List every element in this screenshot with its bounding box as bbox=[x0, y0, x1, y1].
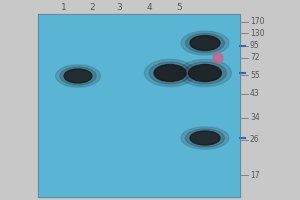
Text: 43: 43 bbox=[250, 90, 260, 98]
Text: 26: 26 bbox=[250, 136, 260, 144]
Ellipse shape bbox=[185, 129, 224, 147]
Ellipse shape bbox=[64, 69, 92, 83]
Ellipse shape bbox=[56, 65, 100, 87]
Ellipse shape bbox=[213, 53, 223, 63]
Ellipse shape bbox=[178, 59, 231, 87]
Text: 17: 17 bbox=[250, 170, 260, 180]
Text: 72: 72 bbox=[250, 53, 260, 62]
Text: 4: 4 bbox=[146, 3, 152, 12]
Ellipse shape bbox=[144, 59, 196, 87]
Bar bbox=[38, 14, 240, 197]
Ellipse shape bbox=[190, 131, 220, 145]
Text: 3: 3 bbox=[116, 3, 122, 12]
Text: 1: 1 bbox=[61, 3, 67, 12]
Ellipse shape bbox=[60, 67, 96, 85]
Ellipse shape bbox=[185, 33, 224, 53]
Text: 95: 95 bbox=[250, 42, 260, 50]
Ellipse shape bbox=[149, 62, 191, 84]
Ellipse shape bbox=[184, 62, 226, 84]
Bar bbox=[38, 14, 240, 197]
Text: 5: 5 bbox=[176, 3, 182, 12]
Ellipse shape bbox=[181, 31, 229, 55]
Text: 2: 2 bbox=[90, 3, 95, 12]
Ellipse shape bbox=[190, 36, 220, 50]
Ellipse shape bbox=[154, 64, 186, 82]
Text: 170: 170 bbox=[250, 18, 265, 26]
Text: 55: 55 bbox=[250, 71, 260, 79]
Ellipse shape bbox=[181, 127, 229, 149]
Ellipse shape bbox=[188, 64, 221, 82]
Text: 34: 34 bbox=[250, 114, 260, 122]
Text: 130: 130 bbox=[250, 28, 265, 38]
